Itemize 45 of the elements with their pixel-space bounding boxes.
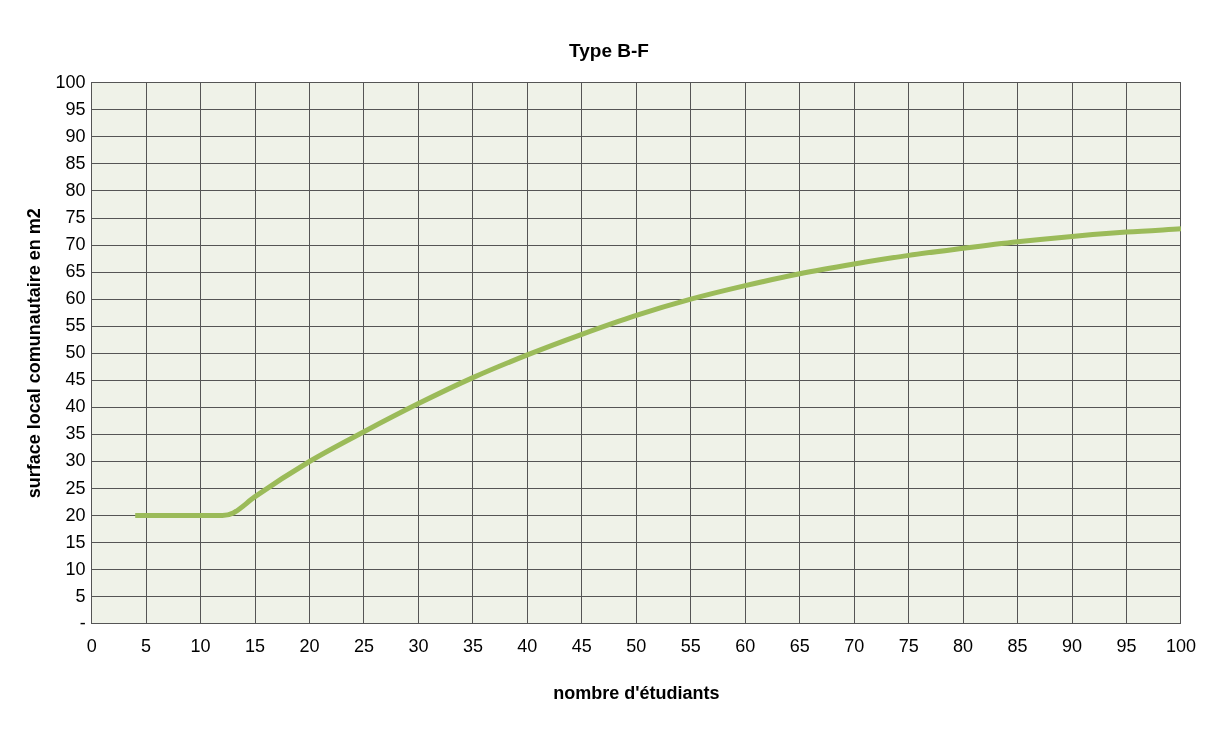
x-tick-label: 20 bbox=[299, 635, 320, 656]
x-tick-label: 75 bbox=[898, 635, 919, 656]
y-tick-label: 5 bbox=[75, 585, 86, 606]
x-tick-label: 95 bbox=[1116, 635, 1137, 656]
x-tick-label: 65 bbox=[789, 635, 810, 656]
y-tick-label: 85 bbox=[65, 152, 86, 173]
x-tick-label: 55 bbox=[680, 635, 701, 656]
x-tick-label: 90 bbox=[1062, 635, 1083, 656]
x-tick-label: 40 bbox=[517, 635, 538, 656]
y-tick-label: 40 bbox=[65, 396, 86, 417]
x-tick-label: 80 bbox=[953, 635, 974, 656]
y-tick-label: 55 bbox=[65, 315, 86, 336]
y-tick-label: 45 bbox=[65, 369, 86, 390]
x-tick-label: 5 bbox=[141, 635, 152, 656]
y-tick-label: 70 bbox=[65, 234, 86, 255]
y-tick-label: - bbox=[79, 612, 86, 633]
x-tick-label: 60 bbox=[735, 635, 756, 656]
y-tick-label: 30 bbox=[65, 450, 86, 471]
x-tick-label: 100 bbox=[1165, 635, 1197, 656]
x-tick-label: 10 bbox=[190, 635, 211, 656]
y-tick-label: 95 bbox=[65, 98, 86, 119]
y-tick-label: 20 bbox=[65, 504, 86, 525]
x-axis-title: nombre d'étudiants bbox=[553, 683, 720, 704]
y-tick-label: 100 bbox=[55, 71, 86, 92]
x-tick-label: 50 bbox=[626, 635, 647, 656]
y-tick-label: 35 bbox=[65, 423, 86, 444]
chart-title: Type B-F bbox=[569, 39, 649, 61]
y-tick-label: 10 bbox=[65, 558, 86, 579]
y-tick-label: 90 bbox=[65, 125, 86, 146]
x-tick-label: 25 bbox=[353, 635, 374, 656]
y-axis-title: surface local comunautaire en m2 bbox=[23, 208, 44, 499]
x-tick-label: 0 bbox=[86, 635, 97, 656]
x-tick-label: 70 bbox=[844, 635, 865, 656]
y-tick-label: 75 bbox=[65, 207, 86, 228]
x-tick-label: 85 bbox=[1007, 635, 1028, 656]
y-tick-label: 15 bbox=[65, 531, 86, 552]
y-tick-label: 80 bbox=[65, 179, 86, 200]
x-tick-label: 30 bbox=[408, 635, 429, 656]
y-tick-label: 50 bbox=[65, 342, 86, 363]
x-tick-label: 35 bbox=[462, 635, 483, 656]
y-tick-label: 65 bbox=[65, 261, 86, 282]
y-tick-label: 60 bbox=[65, 288, 86, 309]
x-tick-label: 45 bbox=[571, 635, 592, 656]
x-tick-label: 15 bbox=[245, 635, 266, 656]
y-tick-label: 25 bbox=[65, 477, 86, 498]
